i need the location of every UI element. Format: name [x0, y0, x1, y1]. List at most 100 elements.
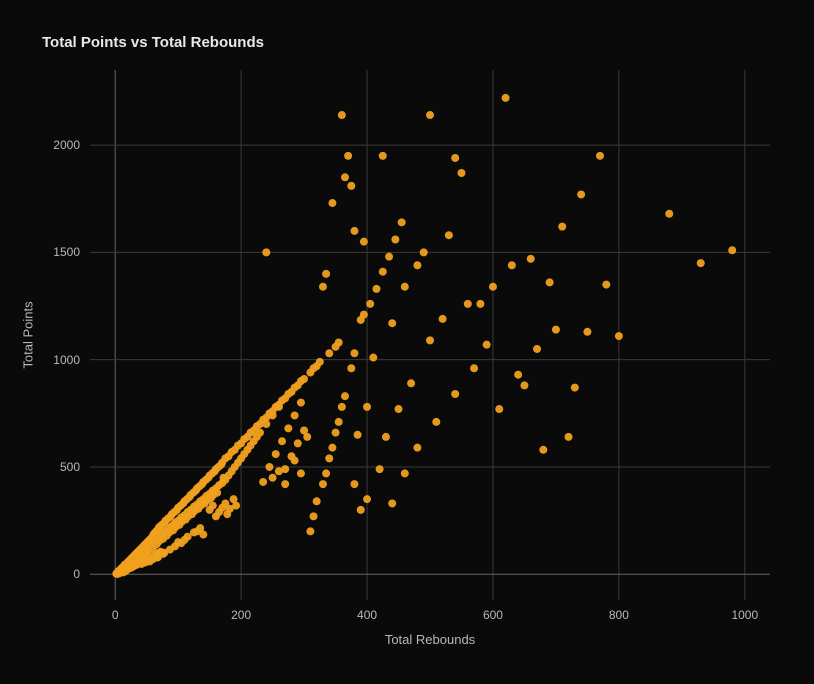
- data-point: [350, 480, 358, 488]
- y-tick-label: 1500: [53, 245, 80, 259]
- data-point: [319, 480, 327, 488]
- data-point: [278, 437, 286, 445]
- data-point: [341, 173, 349, 181]
- data-point: [363, 495, 371, 503]
- data-point: [388, 319, 396, 327]
- data-point: [445, 231, 453, 239]
- data-point: [335, 418, 343, 426]
- data-point: [401, 283, 409, 291]
- x-tick-label: 0: [112, 608, 119, 622]
- data-point: [347, 182, 355, 190]
- data-point: [596, 152, 604, 160]
- data-point: [451, 154, 459, 162]
- data-point: [379, 268, 387, 276]
- data-point: [347, 364, 355, 372]
- data-point: [120, 567, 128, 575]
- data-point: [360, 311, 368, 319]
- data-point: [602, 281, 610, 289]
- data-point: [294, 439, 302, 447]
- data-point: [407, 379, 415, 387]
- y-tick-label: 2000: [53, 138, 80, 152]
- data-point: [357, 506, 365, 514]
- data-point: [174, 538, 182, 546]
- data-point: [275, 467, 283, 475]
- data-point: [439, 315, 447, 323]
- data-point: [328, 199, 336, 207]
- data-point: [426, 336, 434, 344]
- data-point: [413, 261, 421, 269]
- data-point: [322, 270, 330, 278]
- data-point: [489, 283, 497, 291]
- data-point: [262, 248, 270, 256]
- data-point: [376, 465, 384, 473]
- data-point: [583, 328, 591, 336]
- data-point: [319, 283, 327, 291]
- data-point: [360, 238, 368, 246]
- data-point: [379, 152, 387, 160]
- data-point: [697, 259, 705, 267]
- data-point: [284, 424, 292, 432]
- data-point: [514, 371, 522, 379]
- y-tick-label: 1000: [53, 353, 80, 367]
- data-point: [539, 446, 547, 454]
- data-point: [457, 169, 465, 177]
- data-point: [344, 152, 352, 160]
- data-point: [388, 499, 396, 507]
- data-point: [160, 549, 168, 557]
- data-point: [219, 474, 227, 482]
- data-point: [363, 403, 371, 411]
- data-point: [451, 390, 459, 398]
- data-point: [325, 349, 333, 357]
- data-point: [413, 444, 421, 452]
- data-point: [508, 261, 516, 269]
- data-point: [354, 431, 362, 439]
- data-point: [269, 411, 277, 419]
- data-point: [527, 255, 535, 263]
- data-point: [297, 469, 305, 477]
- data-point: [432, 418, 440, 426]
- data-point: [385, 253, 393, 261]
- data-point: [546, 278, 554, 286]
- data-point: [144, 556, 152, 564]
- data-point: [565, 433, 573, 441]
- data-point: [552, 326, 560, 334]
- y-tick-label: 0: [73, 567, 80, 581]
- data-point: [577, 190, 585, 198]
- x-tick-label: 1000: [731, 608, 758, 622]
- y-axis-label: Total Points: [21, 301, 36, 368]
- data-point: [291, 411, 299, 419]
- data-point: [366, 300, 374, 308]
- chart-title: Total Points vs Total Rebounds: [42, 34, 264, 51]
- data-point: [476, 300, 484, 308]
- data-point: [350, 349, 358, 357]
- data-point: [328, 444, 336, 452]
- data-point: [483, 341, 491, 349]
- data-point: [291, 457, 299, 465]
- data-point: [391, 236, 399, 244]
- data-point: [265, 463, 273, 471]
- data-point: [571, 384, 579, 392]
- data-point: [495, 405, 503, 413]
- data-point: [303, 433, 311, 441]
- data-point: [306, 527, 314, 535]
- data-point: [398, 218, 406, 226]
- data-point: [281, 480, 289, 488]
- data-point: [558, 223, 566, 231]
- data-point: [313, 497, 321, 505]
- data-point: [426, 111, 434, 119]
- data-point: [269, 474, 277, 482]
- data-point: [615, 332, 623, 340]
- data-point: [338, 403, 346, 411]
- scatter-chart: Total Points vs Total Rebounds Total Reb…: [0, 0, 814, 684]
- data-point: [316, 358, 324, 366]
- x-axis-label: Total Rebounds: [385, 632, 475, 647]
- x-tick-label: 800: [609, 608, 629, 622]
- data-point: [213, 489, 221, 497]
- data-point: [372, 285, 380, 293]
- data-point: [728, 246, 736, 254]
- data-point: [665, 210, 673, 218]
- data-point: [420, 248, 428, 256]
- data-point: [297, 399, 305, 407]
- data-point: [470, 364, 478, 372]
- data-point: [341, 392, 349, 400]
